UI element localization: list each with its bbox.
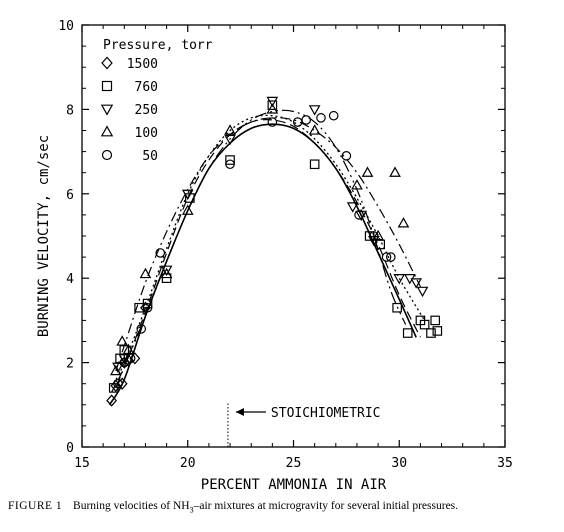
legend-marker-100 — [100, 125, 114, 137]
fit-curve-760 — [111, 119, 421, 393]
data-point-760 — [430, 315, 441, 326]
data-point-250 — [416, 286, 429, 298]
figure-caption: FIGURE 1 Burning velocities of NH3–air m… — [8, 500, 560, 514]
y-tick-label: 8 — [66, 103, 74, 118]
data-point-1500 — [140, 301, 151, 314]
legend-label-250: 250 — [135, 103, 158, 118]
data-point-100 — [116, 335, 129, 346]
data-point-50 — [381, 252, 392, 262]
data-point-50 — [354, 210, 364, 220]
legend-marker-1500 — [101, 56, 113, 70]
legend-marker-50 — [101, 149, 113, 161]
data-point-760 — [142, 298, 153, 309]
data-point-50 — [136, 324, 147, 334]
data-point-250 — [346, 202, 359, 213]
data-point-760 — [375, 239, 386, 250]
data-point-100 — [122, 343, 135, 355]
legend-label-1500: 1500 — [127, 57, 158, 72]
data-point-50 — [267, 117, 278, 127]
data-point-50 — [328, 110, 339, 121]
data-point-250 — [410, 278, 423, 289]
y-tick-label: 6 — [66, 188, 74, 203]
data-point-760 — [119, 345, 130, 355]
x-tick-label: 25 — [286, 456, 302, 471]
data-point-1500 — [106, 394, 118, 407]
x-tick-label: 15 — [74, 456, 90, 471]
series-760-points — [108, 100, 443, 393]
fit-curve-1500 — [108, 123, 417, 406]
data-point-100 — [109, 364, 122, 376]
data-point-100 — [224, 124, 236, 135]
data-point-250 — [393, 274, 406, 285]
data-point-100 — [181, 204, 194, 215]
y-tick-label: 2 — [66, 357, 74, 372]
series-1500-points — [106, 301, 151, 407]
data-point-760 — [185, 193, 195, 203]
figure-label: FIGURE 1 — [8, 500, 63, 512]
legend-label-100: 100 — [135, 126, 158, 141]
data-point-50 — [155, 248, 166, 258]
data-point-760 — [402, 328, 413, 338]
legend-label-760: 760 — [135, 80, 158, 95]
legend-marker-760 — [101, 80, 113, 92]
data-point-50 — [316, 113, 326, 123]
fit-curve-50 — [115, 109, 407, 389]
data-point-250 — [224, 134, 236, 146]
data-point-100 — [351, 179, 363, 190]
data-point-100 — [139, 267, 152, 279]
y-tick-label: 0 — [66, 441, 74, 456]
data-point-760 — [267, 100, 278, 110]
caption-subscript: 3 — [189, 505, 194, 515]
data-point-250 — [266, 96, 279, 108]
data-point-250 — [368, 236, 380, 247]
fit-curve-100 — [115, 117, 421, 372]
data-point-760 — [364, 231, 375, 241]
data-point-100 — [266, 103, 279, 114]
data-point-760 — [426, 328, 436, 338]
series-100-points — [109, 103, 410, 376]
caption-text-before: Burning velocities of NH — [73, 500, 190, 512]
data-point-100 — [389, 166, 401, 177]
data-point-760 — [225, 155, 235, 165]
legend-title: Pressure, torr — [103, 38, 213, 53]
y-axis-label: BURNING VELOCITY, cm/sec — [36, 135, 52, 337]
data-point-250 — [181, 189, 194, 201]
series-50-points — [113, 110, 396, 389]
x-tick-label: 30 — [391, 456, 407, 471]
data-point-50 — [142, 302, 153, 313]
data-point-50 — [225, 159, 235, 170]
x-tick-label: 20 — [180, 456, 196, 471]
data-point-760 — [392, 302, 402, 313]
data-point-100 — [308, 124, 321, 135]
data-point-100 — [361, 166, 374, 177]
caption-text-after: –air mixtures at microgravity for severa… — [193, 500, 459, 512]
x-tick-label: 35 — [497, 456, 513, 471]
data-point-50 — [369, 231, 379, 241]
burning-velocity-chart: 15 20 25 30 35 0 2 4 6 8 10 Pressure, torr 1500 760 2… — [36, 19, 513, 493]
data-point-1500 — [116, 377, 128, 390]
data-point-760 — [419, 319, 430, 330]
data-point-760 — [309, 159, 320, 170]
x-axis-label: PERCENT AMMONIA IN AIR — [201, 477, 387, 493]
data-point-250 — [308, 105, 321, 116]
data-point-50 — [341, 151, 352, 161]
y-tick-label: 10 — [58, 19, 74, 34]
data-point-100 — [397, 217, 410, 228]
data-point-50 — [385, 252, 396, 262]
y-tick-label: 4 — [66, 272, 74, 287]
data-point-50 — [113, 378, 123, 389]
legend-label-50: 50 — [142, 149, 158, 164]
legend-marker-250 — [100, 104, 114, 116]
data-point-250 — [160, 265, 173, 277]
data-point-50 — [125, 353, 136, 364]
data-point-760 — [432, 326, 443, 336]
data-point-100 — [160, 267, 173, 279]
data-point-100 — [372, 229, 384, 241]
data-point-50 — [301, 115, 311, 125]
stoichiometric-arrow-head — [235, 408, 244, 416]
stoichiometric-label: STOICHIOMETRIC — [271, 406, 381, 421]
data-point-1500 — [129, 352, 141, 365]
